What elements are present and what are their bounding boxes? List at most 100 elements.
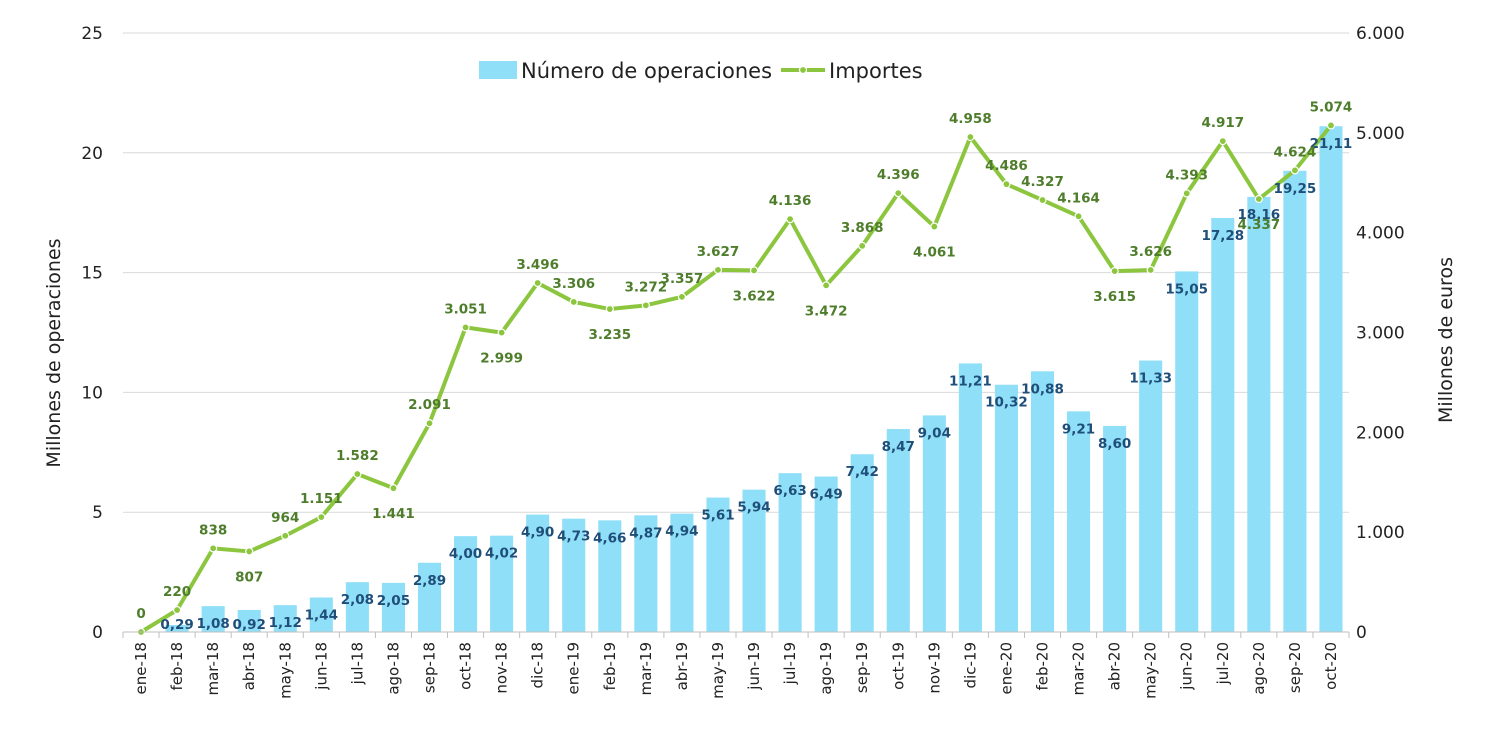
bar-data-label: 8,60 [1098, 436, 1131, 452]
bar-data-label: 17,28 [1201, 228, 1244, 244]
x-tick-label: ene-18 [132, 642, 150, 694]
line-data-label: 4.327 [1021, 174, 1064, 190]
line-point [822, 281, 831, 290]
bar [742, 489, 766, 632]
line-data-label: 3.357 [661, 271, 704, 287]
bar-data-label: 21,11 [1310, 136, 1353, 152]
x-tick-label: ago-18 [384, 642, 402, 695]
bar-data-label: 4,90 [521, 525, 554, 541]
x-tick-label: abr-18 [240, 642, 258, 690]
bar-data-label: 4,94 [665, 524, 698, 540]
line-data-label: 5.074 [1310, 99, 1353, 115]
bar [1211, 217, 1235, 633]
line-point [281, 531, 290, 540]
line-data-label: 3.235 [588, 327, 631, 343]
x-tick-label: jun-18 [312, 642, 330, 691]
bar-data-label: 7,42 [846, 464, 879, 480]
x-tick-label: oct-20 [1322, 642, 1340, 690]
line-point [1182, 189, 1191, 198]
bar [273, 605, 297, 632]
x-tick-label: ene-19 [565, 642, 583, 694]
bar-data-label: 10,88 [1021, 381, 1064, 397]
line-data-label: 3.472 [805, 303, 848, 319]
left-tick-label: 20 [81, 144, 103, 164]
bar [778, 473, 802, 632]
line-data-label: 4.164 [1057, 190, 1100, 206]
line-data-label: 0 [136, 606, 145, 622]
bar-data-label: 4,87 [629, 525, 662, 541]
line-data-label: 3.622 [733, 288, 776, 304]
legend-label-importes: Importes [829, 59, 923, 83]
bar [201, 606, 225, 632]
x-tick-label: may-20 [1142, 642, 1160, 699]
line-point [1038, 195, 1047, 205]
bar [1283, 170, 1307, 632]
x-tick-label: dic-19 [961, 642, 979, 688]
bar [1319, 126, 1343, 632]
x-tick-label: feb-19 [601, 642, 619, 691]
line-data-label: 3.272 [625, 279, 668, 295]
line-point [1290, 166, 1300, 175]
line-point [389, 484, 398, 493]
line-data-label: 3.496 [516, 257, 559, 273]
right-tick-label: 5.000 [1356, 124, 1405, 144]
x-tick-label: dic-18 [529, 642, 547, 688]
bar [417, 562, 442, 632]
gridlines [123, 32, 1349, 513]
line-data-label: 1.441 [372, 506, 415, 522]
line-point [1110, 267, 1119, 276]
right-tick-label: 0 [1356, 623, 1367, 643]
line-point [749, 266, 759, 275]
line-data-label: 3.306 [552, 276, 595, 292]
bar-data-label: 10,32 [985, 395, 1028, 411]
line-point [930, 222, 939, 231]
line-point [1146, 265, 1155, 275]
legend: Número de operaciones Importes [479, 59, 923, 83]
bar-data-label: 1,08 [196, 616, 229, 632]
bar [814, 476, 838, 632]
bar [1139, 360, 1163, 632]
line-point [1002, 180, 1011, 189]
bar-data-label: 2,89 [413, 573, 446, 589]
right-tick-label: 3.000 [1356, 324, 1405, 344]
bar [1247, 196, 1271, 632]
line-data-label: 4.337 [1238, 217, 1281, 233]
left-tick-label: 10 [81, 383, 103, 403]
line-data-label: 4.917 [1201, 115, 1244, 131]
bar [562, 518, 586, 632]
line-data-label: 4.061 [913, 245, 956, 261]
bar-data-label: 11,33 [1129, 371, 1172, 387]
line-point [677, 292, 687, 301]
line-data-label: 964 [271, 510, 299, 526]
bar [922, 415, 946, 632]
x-tick-label: jul-19 [781, 642, 799, 685]
bar-series-operaciones [165, 126, 1343, 633]
line-point [785, 214, 795, 224]
bar-data-label: 8,47 [882, 439, 915, 455]
bar-data-label: 0,92 [233, 617, 266, 633]
bar-data-label: 0,29 [160, 617, 193, 633]
bar-data-label: 19,25 [1274, 181, 1317, 197]
line-point [858, 241, 867, 250]
x-tick-label: oct-19 [889, 642, 907, 690]
left-axis-title: Millones de operaciones [43, 238, 65, 467]
bar [1103, 425, 1127, 632]
bar-data-label: 15,05 [1165, 281, 1208, 297]
bar [526, 514, 550, 632]
bar-data-label: 18,16 [1238, 207, 1281, 223]
bar [381, 582, 405, 632]
right-tick-label: 2.000 [1356, 423, 1405, 443]
line-point [209, 544, 218, 553]
line-data-label: 3.051 [444, 301, 487, 317]
line-point [353, 469, 362, 479]
bar [345, 582, 369, 632]
bar-data-label: 2,08 [341, 592, 374, 608]
bar [454, 536, 478, 632]
line-point [1074, 212, 1083, 221]
x-tick-label: jun-19 [745, 642, 763, 691]
x-tick-label: mar-18 [204, 642, 222, 696]
axes: 0 5 10 15 20 25 0 1.000 2.000 3.000 4.000 5.000 6.00… [81, 24, 1404, 699]
line-point [533, 278, 542, 288]
x-tick-label: may-19 [709, 642, 727, 699]
